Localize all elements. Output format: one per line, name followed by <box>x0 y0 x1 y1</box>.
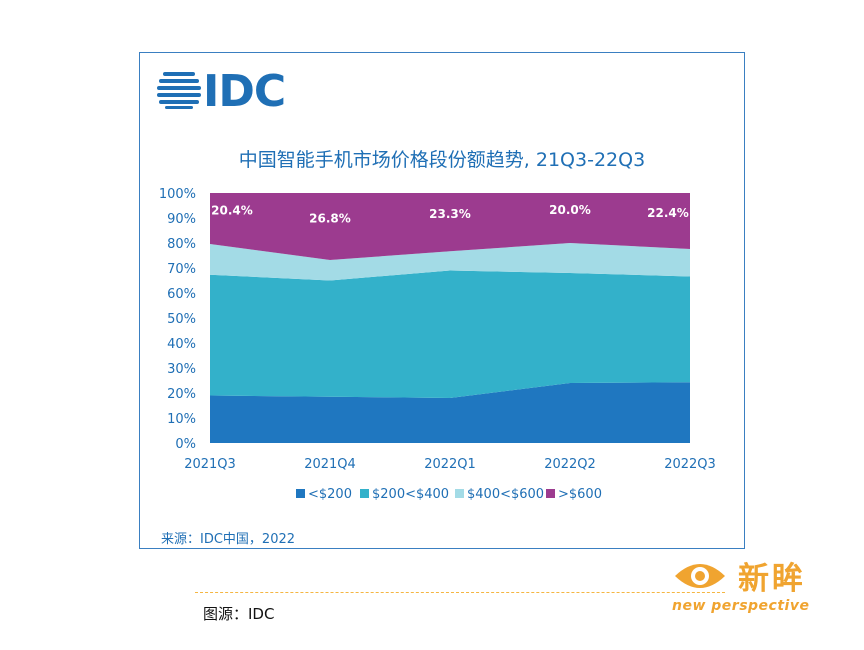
eye-icon <box>675 564 725 588</box>
x-tick-label: 2022Q3 <box>664 457 716 472</box>
y-tick-label: 10% <box>167 412 196 427</box>
y-tick-label: 80% <box>167 237 196 252</box>
area-series-2 <box>210 243 690 281</box>
data-label: 22.4% <box>647 206 689 220</box>
y-tick-label: 70% <box>167 262 196 277</box>
x-tick-label: 2022Q1 <box>424 457 476 472</box>
legend-label: $400<$600 <box>467 487 544 502</box>
chart-title: 中国智能手机市场价格段份额趋势, 21Q3-22Q3 <box>239 149 645 171</box>
x-tick-label: 2022Q2 <box>544 457 596 472</box>
image-credit: 图源：IDC <box>203 605 275 623</box>
dashed-divider <box>195 592 725 593</box>
y-tick-label: 60% <box>167 287 196 302</box>
data-label: 26.8% <box>309 212 351 226</box>
data-label: 20.0% <box>549 203 591 217</box>
area-series-3 <box>210 193 690 260</box>
legend-label: <$200 <box>308 487 352 502</box>
area-series-0 <box>210 382 690 443</box>
y-tick-label: 50% <box>167 312 196 327</box>
legend-swatch <box>296 489 305 498</box>
y-tick-label: 40% <box>167 337 196 352</box>
legend-label: >$600 <box>558 487 602 502</box>
watermark-subtitle: new perspective <box>672 598 810 614</box>
legend-swatch <box>360 489 369 498</box>
y-tick-label: 20% <box>167 387 196 402</box>
watermark-title: 新眸 <box>738 561 806 597</box>
data-label: 20.4% <box>211 204 253 218</box>
y-tick-label: 30% <box>167 362 196 377</box>
legend-swatch <box>546 489 555 498</box>
idc-logo-text: IDC <box>203 66 286 117</box>
x-tick-label: 2021Q3 <box>184 457 236 472</box>
x-tick-label: 2021Q4 <box>304 457 356 472</box>
legend-swatch <box>455 489 464 498</box>
y-tick-label: 90% <box>167 212 196 227</box>
data-label: 23.3% <box>429 207 471 221</box>
area-series-1 <box>210 270 690 398</box>
legend-label: $200<$400 <box>372 487 449 502</box>
y-tick-label: 100% <box>159 187 196 202</box>
source-note: 来源：IDC中国，2022 <box>161 532 296 547</box>
idc-globe-icon <box>157 72 201 109</box>
y-tick-label: 0% <box>175 437 196 452</box>
